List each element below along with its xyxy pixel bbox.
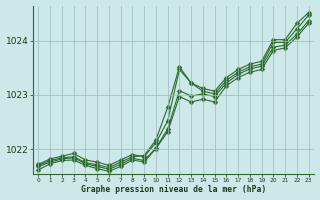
X-axis label: Graphe pression niveau de la mer (hPa): Graphe pression niveau de la mer (hPa) (81, 185, 266, 194)
